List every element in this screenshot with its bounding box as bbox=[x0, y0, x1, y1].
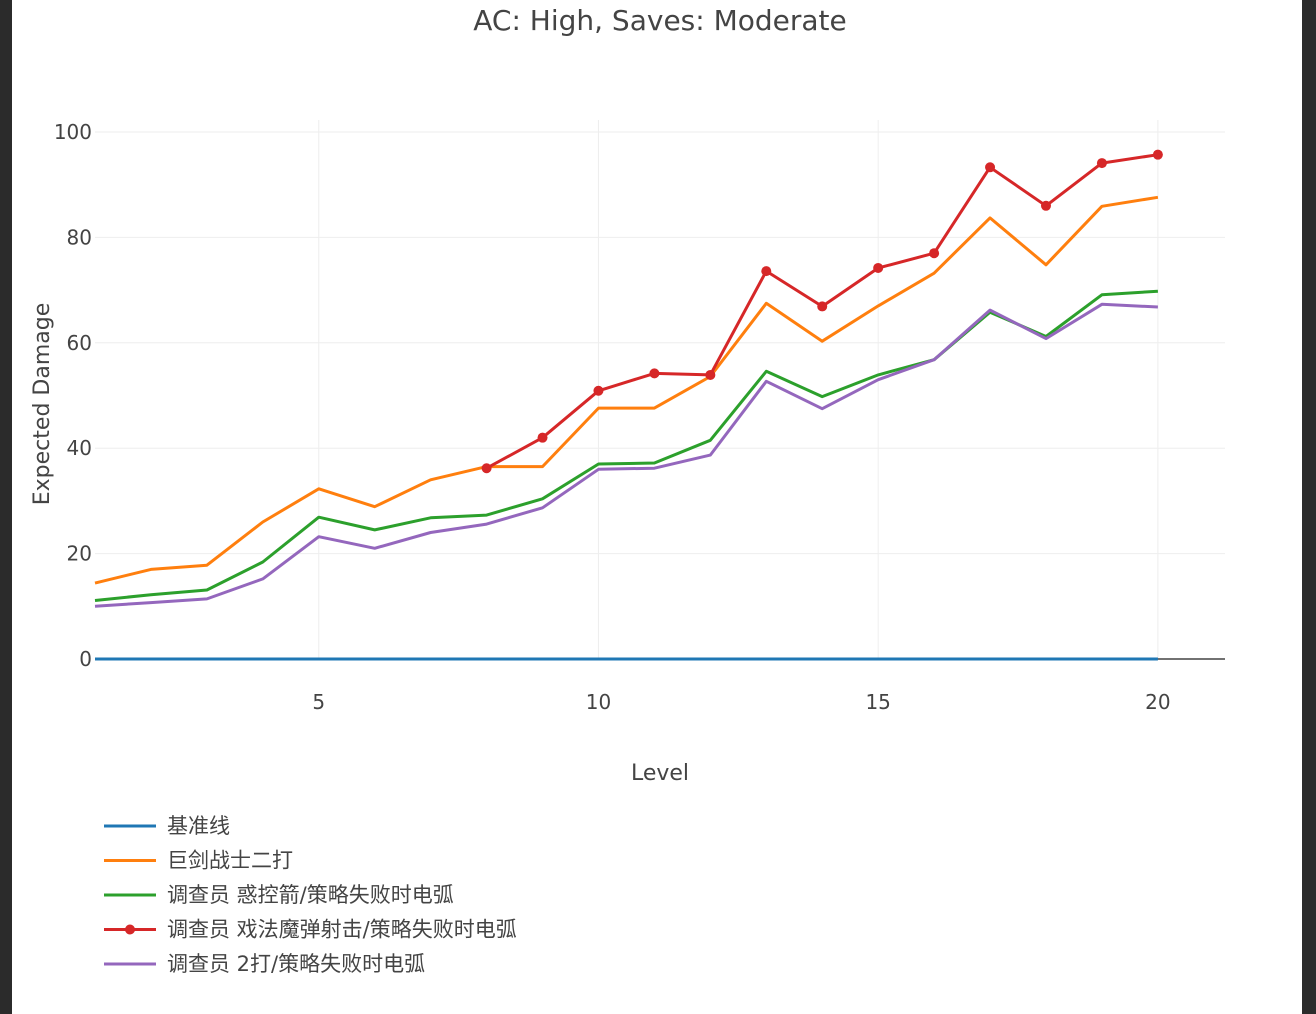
series-3-point bbox=[537, 432, 548, 443]
x-tick-label: 5 bbox=[312, 690, 325, 714]
legend-label: 调查员 2打/策略失败时电弧 bbox=[167, 952, 425, 976]
y-tick-label: 80 bbox=[67, 225, 92, 249]
plot-area: AC: High, Saves: Moderate 5 10 15 20 0 20 40 60… bbox=[12, 0, 1302, 1014]
x-tick-label: 20 bbox=[1145, 690, 1170, 714]
legend-label: 调查员 戏法魔弹射击/策略失败时电弧 bbox=[167, 918, 517, 942]
y-axis-title: Expected Damage bbox=[30, 303, 55, 505]
chart-title: AC: High, Saves: Moderate bbox=[473, 4, 847, 37]
y-tick-label: 40 bbox=[67, 436, 92, 460]
legend-item: 基准线 bbox=[104, 814, 230, 838]
y-tick-label: 60 bbox=[67, 331, 92, 355]
line-chart: AC: High, Saves: Moderate 5 10 15 20 0 20 40 60… bbox=[30, 4, 1225, 976]
series-line-2 bbox=[94, 289, 1158, 602]
legend-marker bbox=[125, 924, 135, 935]
series-3-point bbox=[817, 301, 828, 312]
series-3-point bbox=[593, 385, 604, 396]
x-tick-label: 15 bbox=[865, 690, 890, 714]
legend-item: 调查员 2打/策略失败时电弧 bbox=[104, 952, 425, 976]
series-3-point bbox=[481, 463, 492, 474]
x-axis-title: Level bbox=[631, 761, 689, 786]
series-3-point bbox=[761, 266, 772, 277]
y-tick-label: 0 bbox=[79, 647, 92, 671]
series-3-point bbox=[985, 162, 996, 173]
series-3-point bbox=[1152, 149, 1163, 160]
x-tick-label: 10 bbox=[586, 690, 611, 714]
legend-label: 巨剑战士二打 bbox=[167, 849, 293, 873]
y-tick-label: 20 bbox=[67, 542, 92, 566]
series-line-4 bbox=[94, 302, 1158, 608]
series-3-point bbox=[929, 248, 940, 259]
series-3-point bbox=[705, 369, 716, 380]
series-3-point bbox=[1040, 200, 1051, 211]
legend-item: 巨剑战士二打 bbox=[104, 849, 293, 873]
legend-item: 调查员 戏法魔弹射击/策略失败时电弧 bbox=[104, 918, 517, 942]
legend-label: 调查员 惑控箭/策略失败时电弧 bbox=[167, 883, 454, 907]
series-line-1 bbox=[94, 195, 1159, 585]
y-tick-label: 100 bbox=[54, 120, 92, 144]
series-3-point bbox=[873, 262, 884, 273]
series-3-point bbox=[1096, 158, 1107, 169]
legend-label: 基准线 bbox=[167, 814, 230, 838]
series-3-point bbox=[649, 368, 660, 379]
series-lines bbox=[94, 149, 1163, 661]
legend-item: 调查员 惑控箭/策略失败时电弧 bbox=[104, 883, 454, 907]
gridlines bbox=[95, 120, 1225, 659]
